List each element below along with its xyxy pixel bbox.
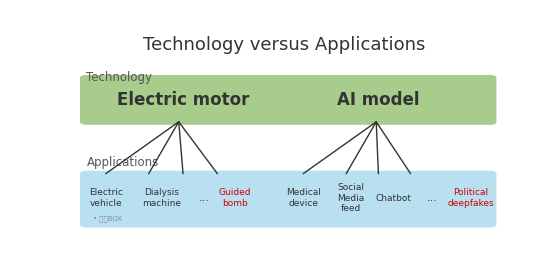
Text: Political
deepfakes: Political deepfakes: [448, 188, 494, 208]
Text: Dialysis
machine: Dialysis machine: [142, 188, 181, 208]
Text: Electric
vehicle: Electric vehicle: [89, 188, 122, 208]
Text: Medical
device: Medical device: [286, 188, 321, 208]
Text: Applications: Applications: [86, 156, 158, 169]
Text: ...: ...: [199, 193, 210, 203]
FancyBboxPatch shape: [80, 75, 496, 125]
Text: AI model: AI model: [337, 91, 419, 109]
FancyBboxPatch shape: [80, 171, 496, 227]
Text: Social
Media
feed: Social Media feed: [337, 183, 364, 213]
Text: Chatbot: Chatbot: [376, 193, 412, 203]
Text: • 知否BOX: • 知否BOX: [93, 215, 122, 221]
Text: Technology: Technology: [86, 71, 152, 84]
Text: ...: ...: [427, 193, 438, 203]
Text: Guided
bomb: Guided bomb: [218, 188, 251, 208]
Text: Technology versus Applications: Technology versus Applications: [143, 36, 425, 54]
Text: Electric motor: Electric motor: [117, 91, 249, 109]
